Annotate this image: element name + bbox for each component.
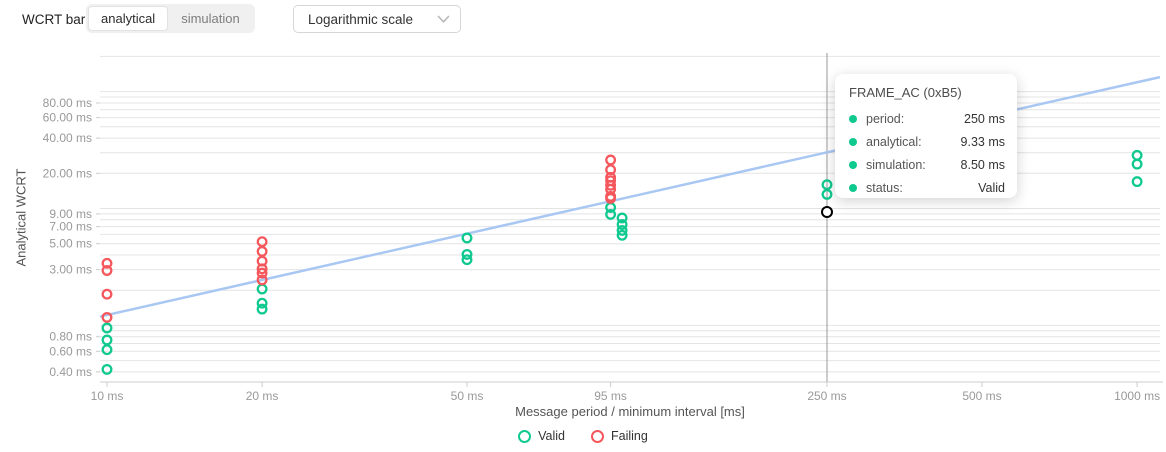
x-tick-label: 1000 ms	[1114, 389, 1160, 403]
y-tick-label: 20.00 ms	[43, 166, 92, 180]
y-axis-title: Analytical WCRT	[13, 168, 29, 267]
legend: Valid Failing	[0, 429, 1166, 443]
data-point-valid[interactable]	[256, 283, 268, 295]
y-tick-label: 7.00 ms	[49, 220, 92, 234]
chart-controls: WCRT bar: analytical simulation Logarith…	[0, 0, 1166, 44]
toggle-analytical-button[interactable]: analytical	[88, 6, 169, 31]
tooltip-row: period: 250 ms	[849, 107, 1005, 130]
series-dot-icon	[849, 137, 857, 146]
data-point-valid[interactable]	[616, 229, 628, 241]
series-dot-icon	[849, 160, 857, 169]
tooltip-title: FRAME_AC (0xB5)	[849, 85, 962, 100]
tooltip-row: status: Valid	[849, 176, 1005, 199]
data-point-valid[interactable]	[461, 248, 473, 260]
tooltip-row: analytical: 9.33 ms	[849, 130, 1005, 153]
legend-label-valid: Valid	[538, 429, 566, 443]
scale-select-value: Logarithmic scale	[308, 11, 414, 27]
data-point-failing[interactable]	[605, 192, 617, 204]
y-tick-label: 40.00 ms	[43, 131, 92, 145]
y-tick-label: 0.80 ms	[49, 330, 92, 344]
data-point-valid[interactable]	[101, 344, 113, 356]
data-point-valid[interactable]	[461, 232, 473, 244]
wcrt-bar-toggle: analytical simulation	[86, 4, 255, 33]
data-point-failing[interactable]	[101, 265, 113, 276]
data-point-failing[interactable]	[256, 245, 268, 257]
data-point-valid[interactable]	[101, 363, 113, 375]
legend-item-valid[interactable]: Valid	[518, 429, 565, 443]
data-point-failing[interactable]	[256, 263, 268, 275]
data-point-failing[interactable]	[605, 154, 617, 166]
series-dot-icon	[849, 114, 857, 123]
y-tick-label: 80.00 ms	[43, 96, 92, 110]
valid-marker-icon	[518, 429, 532, 443]
tooltip-row: simulation: 8.50 ms	[849, 153, 1005, 176]
data-point-valid[interactable]	[821, 188, 833, 200]
x-tick-label: 10 ms	[91, 389, 124, 403]
x-tick-label: 50 ms	[451, 389, 484, 403]
x-axis-title: Message period / minimum interval [ms]	[515, 404, 745, 419]
data-point-failing[interactable]	[101, 257, 113, 269]
wcrt-bar-label: WCRT bar:	[22, 12, 90, 27]
y-tick-label: 5.00 ms	[49, 237, 92, 251]
data-point-valid[interactable]	[101, 322, 113, 334]
data-point-failing[interactable]	[605, 179, 617, 191]
y-tick-label: 3.00 ms	[49, 263, 92, 277]
series-dot-icon	[849, 183, 857, 192]
data-point-valid[interactable]	[461, 254, 473, 266]
y-tick-label: 0.60 ms	[49, 344, 92, 358]
data-point-valid[interactable]	[256, 303, 268, 315]
series-valid	[101, 149, 1143, 375]
tooltip: FRAME_AC (0xB5) period: 250 ms analytica…	[835, 74, 1017, 198]
data-point-valid[interactable]	[605, 208, 617, 220]
data-point-valid[interactable]	[616, 224, 628, 236]
data-point-failing[interactable]	[101, 311, 113, 323]
toggle-simulation-button[interactable]: simulation	[168, 6, 253, 31]
series-failing	[101, 154, 617, 323]
failing-marker-icon	[591, 429, 605, 443]
y-tick-label: 60.00 ms	[43, 111, 92, 125]
data-point-failing[interactable]	[101, 288, 113, 300]
y-tick-label: 9.00 ms	[49, 207, 92, 221]
data-point-failing[interactable]	[256, 267, 268, 279]
axes: 10 ms 20 ms 50 ms 95 ms 250 ms 500 ms 1000 ms 8…	[43, 96, 1163, 403]
data-point-valid[interactable]	[1131, 158, 1143, 170]
highlighted-point[interactable]	[821, 206, 833, 218]
y-tick-label: 0.40 ms	[49, 365, 92, 379]
data-point-valid[interactable]	[616, 212, 628, 224]
x-tick-label: 20 ms	[246, 389, 279, 403]
data-point-valid[interactable]	[256, 297, 268, 309]
data-point-failing[interactable]	[256, 236, 268, 248]
scale-select-dropdown[interactable]: Logarithmic scale	[293, 5, 461, 33]
data-point-valid[interactable]	[1131, 176, 1143, 188]
x-tick-label: 500 ms	[962, 389, 1001, 403]
data-point-failing[interactable]	[256, 274, 268, 286]
x-tick-label: 250 ms	[807, 389, 846, 403]
legend-label-failing: Failing	[611, 429, 648, 443]
chevron-down-icon	[437, 15, 450, 24]
x-tick-label: 95 ms	[594, 389, 627, 403]
legend-item-failing[interactable]: Failing	[591, 429, 648, 443]
data-point-valid[interactable]	[616, 219, 628, 230]
